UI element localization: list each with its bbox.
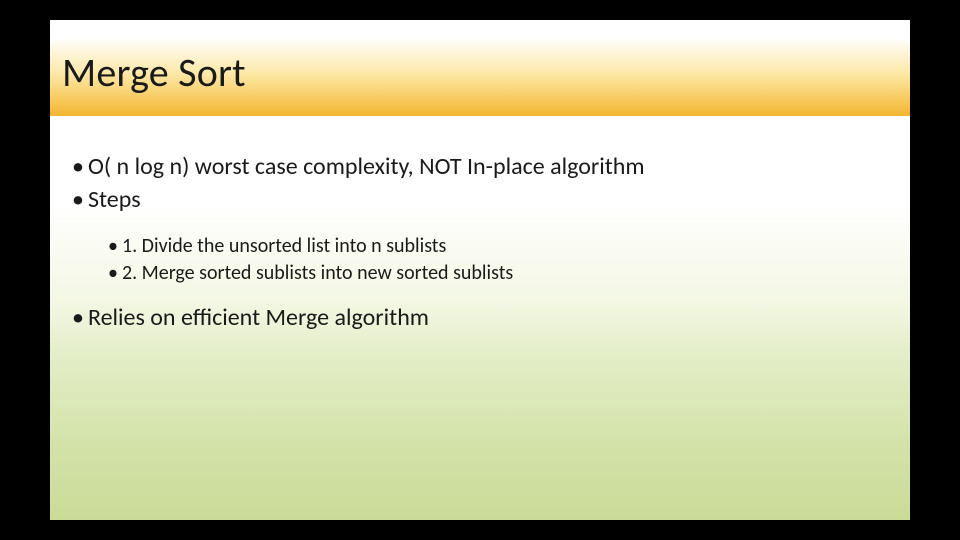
slide-title: Merge Sort bbox=[62, 48, 898, 97]
bullet-text: Relies on efficient Merge algorithm bbox=[88, 303, 429, 332]
bullet-level1: •Steps bbox=[72, 185, 888, 216]
bullet-level2: •2. Merge sorted sublists into new sorte… bbox=[108, 260, 888, 287]
bullet-text: O( n log n) worst case complexity, NOT I… bbox=[88, 152, 645, 181]
bullet-text: 2. Merge sorted sublists into new sorted… bbox=[122, 261, 513, 285]
bullet-dot-icon: • bbox=[72, 152, 84, 181]
sub-bullet-group: •1. Divide the unsorted list into n subl… bbox=[72, 233, 888, 287]
bullet-level1: •Relies on efficient Merge algorithm bbox=[72, 303, 888, 334]
bullet-level2: •1. Divide the unsorted list into n subl… bbox=[108, 233, 888, 260]
bullet-level1: •O( n log n) worst case complexity, NOT … bbox=[72, 152, 888, 183]
bullet-dot-icon: • bbox=[108, 261, 118, 285]
bullet-text: 1. Divide the unsorted list into n subli… bbox=[122, 234, 446, 258]
slide: Merge Sort •O( n log n) worst case compl… bbox=[50, 20, 910, 520]
bullet-dot-icon: • bbox=[108, 234, 118, 258]
bullet-dot-icon: • bbox=[72, 303, 84, 332]
title-band: Merge Sort bbox=[50, 20, 910, 116]
bullet-dot-icon: • bbox=[72, 185, 84, 214]
content-band: •O( n log n) worst case complexity, NOT … bbox=[50, 116, 910, 520]
bullet-text: Steps bbox=[88, 185, 141, 214]
